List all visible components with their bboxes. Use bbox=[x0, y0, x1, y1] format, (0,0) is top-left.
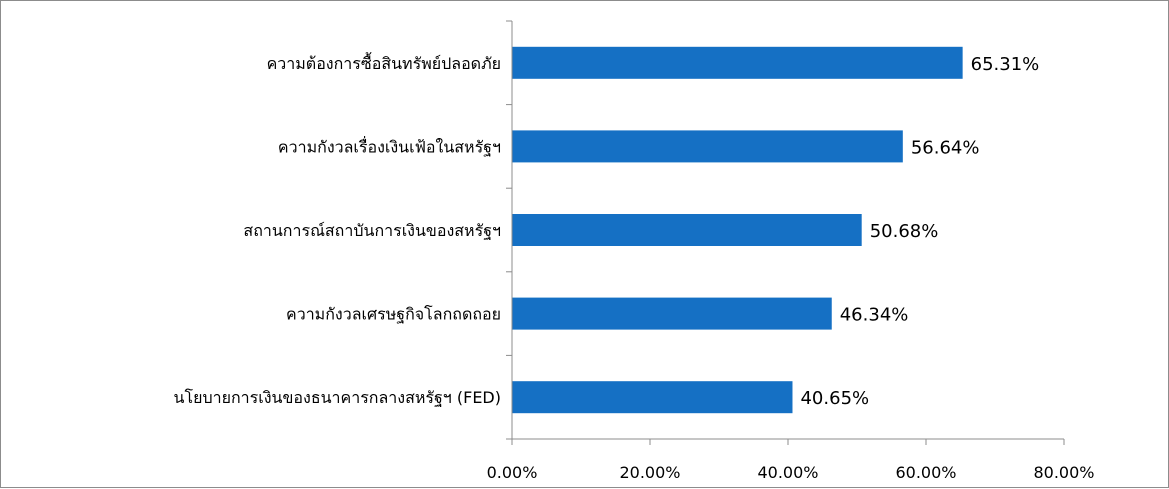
data-label-2: 56.64% bbox=[911, 137, 980, 158]
x-tick-label-1: 20.00% bbox=[619, 463, 680, 482]
data-label-4: 46.34% bbox=[840, 305, 909, 326]
x-tick-label-3: 60.00% bbox=[895, 463, 956, 482]
category-label-4: ความกังวลเศรษฐกิจโลกถดถอย bbox=[286, 305, 501, 324]
category-label-1: ความต้องการซื้อสินทรัพย์ปลอดภัย bbox=[267, 52, 501, 73]
category-label-2: ความกังวลเรื่องเงินเฟ้อในสหรัฐฯ bbox=[278, 135, 501, 156]
bar-4 bbox=[512, 297, 832, 330]
x-axis-ticks: 0.00% 20.00% 40.00% 60.00% 80.00% bbox=[487, 439, 1095, 482]
bar-5 bbox=[512, 381, 793, 414]
bar-2 bbox=[512, 130, 903, 163]
axes bbox=[506, 20, 1064, 440]
bars bbox=[512, 46, 963, 414]
bar-1 bbox=[512, 46, 963, 79]
data-label-5: 40.65% bbox=[800, 388, 869, 409]
category-label-3: สถานการณ์สถาบันการเงินของสหรัฐฯ bbox=[243, 221, 501, 240]
x-tick-label-0: 0.00% bbox=[487, 463, 538, 482]
category-label-5: นโยบายการเงินของธนาคารกลางสหรัฐฯ (FED) bbox=[174, 388, 501, 407]
x-tick-label-4: 80.00% bbox=[1033, 463, 1094, 482]
x-tick-label-2: 40.00% bbox=[757, 463, 818, 482]
bar-3 bbox=[512, 214, 862, 246]
data-label-1: 65.31% bbox=[971, 54, 1040, 75]
labels: ความต้องการซื้อสินทรัพย์ปลอดภัย 65.31% ควา… bbox=[174, 52, 1040, 409]
data-label-3: 50.68% bbox=[870, 221, 939, 242]
